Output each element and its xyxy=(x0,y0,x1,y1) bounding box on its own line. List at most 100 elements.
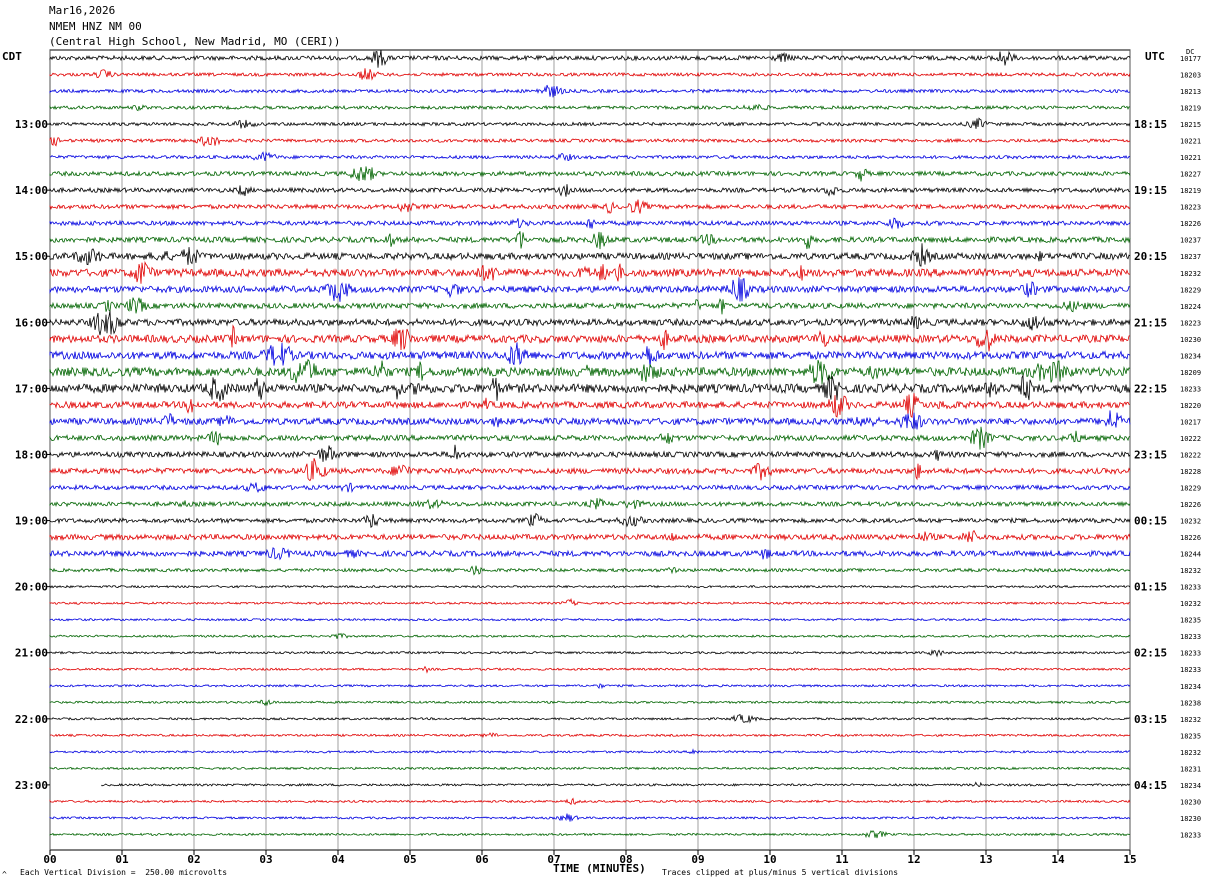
right-timezone-label: UTC xyxy=(1145,50,1165,63)
utc-hour-label: 22:15 xyxy=(1134,382,1167,395)
dc-offset-label: 18215 xyxy=(1180,121,1201,129)
utc-hour-label: 01:15 xyxy=(1134,581,1167,594)
dc-offset-label: 10237 xyxy=(1180,237,1201,245)
utc-hour-label: 23:15 xyxy=(1134,448,1167,461)
seismic-trace xyxy=(49,649,1131,658)
utc-hour-label: 19:15 xyxy=(1134,184,1167,197)
seismic-trace xyxy=(49,766,1131,771)
seismic-trace xyxy=(49,103,1131,112)
dc-offset-label: 18226 xyxy=(1180,220,1201,228)
utc-hour-label: 02:15 xyxy=(1134,647,1167,660)
dc-offset-label: 18232 xyxy=(1180,270,1201,278)
seismic-trace xyxy=(49,68,1131,81)
clip-note: Traces clipped at plus/minus 5 vertical … xyxy=(662,868,899,877)
plot-frame xyxy=(49,49,1131,851)
seismic-trace xyxy=(49,748,1131,755)
corner-mark: ^ xyxy=(2,870,7,879)
dc-offset-label: 18213 xyxy=(1180,88,1201,96)
dc-offset-label: 18231 xyxy=(1180,765,1201,773)
seismic-trace xyxy=(49,797,1131,806)
dc-offset-label: 10177 xyxy=(1180,55,1201,63)
x-tick-label: 10 xyxy=(763,853,776,866)
station-location: (Central High School, New Madrid, MO (CE… xyxy=(49,35,341,48)
dc-offset-label: 18235 xyxy=(1180,617,1201,625)
dc-offset-label: 18237 xyxy=(1180,253,1201,261)
seismic-trace xyxy=(49,231,1131,250)
seismic-trace xyxy=(49,49,1131,68)
dc-offset-label: 18234 xyxy=(1180,683,1201,691)
dc-offset-label: 18229 xyxy=(1180,485,1201,493)
seismic-trace xyxy=(49,166,1131,182)
cdt-hour-label: 21:00 xyxy=(15,647,48,660)
x-tick-label: 05 xyxy=(403,853,416,866)
x-tick-label: 09 xyxy=(691,853,704,866)
utc-hour-label: 03:15 xyxy=(1134,713,1167,726)
cdt-hour-label: 14:00 xyxy=(15,184,48,197)
x-tick-label: 11 xyxy=(835,853,849,866)
seismic-trace xyxy=(49,497,1131,510)
x-tick-label: 07 xyxy=(547,853,560,866)
utc-hour-label: 21:15 xyxy=(1134,316,1167,329)
dc-offset-label: 18235 xyxy=(1180,732,1201,740)
x-tick-label: 14 xyxy=(1051,853,1065,866)
seismic-trace xyxy=(49,813,1131,822)
dc-offset-label: 18233 xyxy=(1180,650,1201,658)
dc-offset-label: 10230 xyxy=(1180,336,1201,344)
seismic-trace xyxy=(49,410,1131,430)
dc-offset-label: 18223 xyxy=(1180,319,1201,327)
dc-offset-label: 18232 xyxy=(1180,567,1201,575)
cdt-hour-label: 19:00 xyxy=(15,515,48,528)
x-tick-label: 01 xyxy=(115,853,129,866)
dc-offset-label: 18223 xyxy=(1180,204,1201,212)
seismic-trace xyxy=(49,665,1131,674)
cdt-hour-label: 18:00 xyxy=(15,448,48,461)
seismic-trace xyxy=(49,136,1131,147)
seismic-trace xyxy=(49,374,1131,402)
dc-offset-label: 18232 xyxy=(1180,716,1201,724)
x-axis-title: TIME (MINUTES) xyxy=(553,862,646,875)
seismic-trace xyxy=(49,184,1131,197)
cdt-hour-label: 15:00 xyxy=(15,250,48,263)
utc-hour-label: 04:15 xyxy=(1134,779,1167,792)
seismic-trace xyxy=(49,117,1131,129)
x-tick-label: 03 xyxy=(259,853,272,866)
seismic-trace xyxy=(49,699,1131,707)
dc-offset-label: 18234 xyxy=(1180,352,1201,360)
dc-offset-label: 18238 xyxy=(1180,699,1201,707)
seismic-trace xyxy=(49,444,1131,462)
seismic-trace xyxy=(49,458,1131,482)
cdt-hour-label: 23:00 xyxy=(15,779,48,792)
x-tick-label: 06 xyxy=(475,853,489,866)
seismic-trace xyxy=(49,324,1131,352)
seismic-trace xyxy=(49,617,1131,622)
seismic-trace xyxy=(49,393,1131,418)
seismic-trace xyxy=(49,713,1131,724)
seismic-trace xyxy=(49,584,1131,589)
left-timezone-label: CDT xyxy=(2,50,22,63)
x-tick-label: 15 xyxy=(1123,853,1136,866)
dc-offset-label: 10217 xyxy=(1180,418,1201,426)
seismic-trace xyxy=(49,84,1131,98)
dc-offset-label: 18244 xyxy=(1180,551,1201,559)
dc-offset-label: 18224 xyxy=(1180,303,1201,311)
dc-offset-label: 18203 xyxy=(1180,72,1201,80)
seismic-trace xyxy=(49,297,1131,315)
seismic-trace xyxy=(49,512,1131,528)
cdt-hour-label: 22:00 xyxy=(15,713,48,726)
dc-offset-label: 18226 xyxy=(1180,501,1201,509)
cdt-hour-label: 20:00 xyxy=(15,581,48,594)
seismic-trace xyxy=(49,426,1131,450)
x-tick-label: 00 xyxy=(43,853,56,866)
dc-offset-label: 18209 xyxy=(1180,369,1201,377)
seismic-trace xyxy=(101,781,1131,787)
seismic-trace xyxy=(49,683,1131,690)
cdt-hour-label: 17:00 xyxy=(15,382,48,395)
dc-offset-label: 18226 xyxy=(1180,534,1201,542)
dc-offset-label: 18232 xyxy=(1180,749,1201,757)
seismic-trace xyxy=(49,632,1131,639)
dc-offset-label: 10222 xyxy=(1180,435,1201,443)
seismic-trace xyxy=(49,260,1131,284)
dc-offset-label: 18219 xyxy=(1180,187,1201,195)
dc-offset-label: 10221 xyxy=(1180,154,1201,162)
